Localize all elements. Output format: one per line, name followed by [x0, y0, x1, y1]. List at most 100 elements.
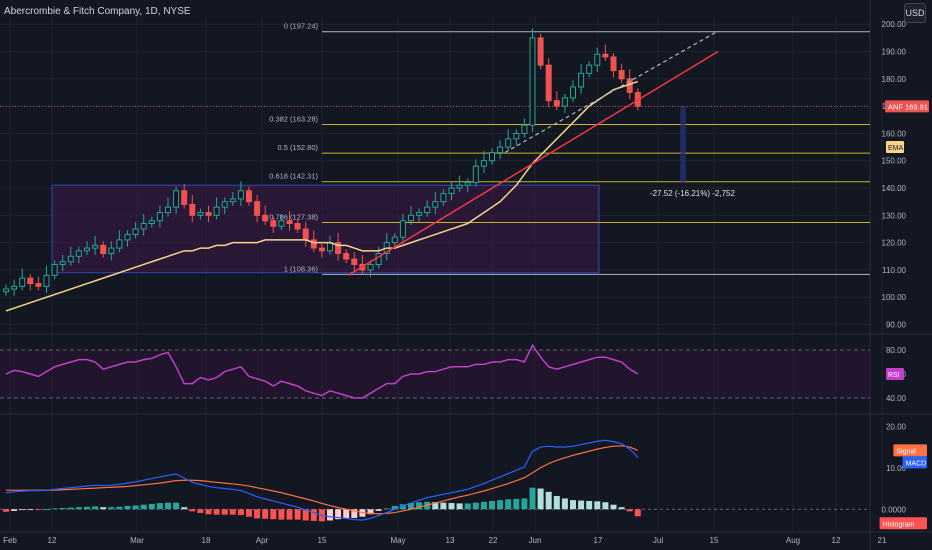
candle-body — [497, 146, 504, 154]
histogram-bar — [521, 498, 528, 510]
candle-body — [229, 198, 236, 203]
candles — [3, 28, 641, 296]
candle-body — [391, 236, 398, 244]
candle-body — [553, 100, 560, 107]
candle-body — [416, 212, 423, 216]
candle-body — [367, 263, 374, 271]
histogram-bar — [229, 509, 236, 515]
price-tick: 140.00 — [882, 184, 907, 193]
histogram-bar — [594, 501, 601, 510]
time-tick: Feb — [3, 536, 17, 545]
histogram-badge-text: Histogram — [883, 521, 915, 528]
time-tick: 12 — [48, 536, 57, 545]
fib-level-label: 0.382 (163.28) — [269, 114, 318, 123]
candle-body — [124, 233, 131, 241]
candle-body — [173, 190, 180, 208]
histogram-bar — [472, 502, 479, 510]
histogram-bar — [302, 509, 309, 521]
histogram-bar — [278, 509, 285, 520]
histogram-bar — [553, 495, 560, 510]
fib-level-label: 0.618 (142.31) — [269, 172, 318, 181]
histogram-bar — [35, 509, 42, 511]
trendline — [347, 50, 719, 277]
signal-badge-text: Signal — [896, 448, 916, 455]
candle-body — [561, 97, 568, 107]
histogram-bar — [440, 502, 447, 510]
candle-body — [448, 187, 455, 194]
candle-body — [432, 201, 439, 208]
time-tick: 22 — [489, 536, 498, 545]
histogram-bar — [408, 503, 414, 510]
macd-histogram — [3, 487, 641, 522]
anf-price-text: 169.91 — [905, 102, 928, 111]
price-tick: 180.00 — [882, 75, 907, 84]
time-tick: May — [390, 536, 405, 545]
candle-body — [456, 184, 463, 189]
histogram-bar — [246, 509, 252, 517]
candle-body — [262, 214, 269, 222]
candle-body — [43, 274, 50, 287]
histogram-bar — [351, 509, 358, 518]
candle-body — [489, 152, 495, 162]
candle-body — [148, 220, 155, 225]
histogram-bar — [456, 503, 463, 510]
candle-body — [472, 165, 479, 184]
histogram-bar — [432, 502, 439, 510]
histogram-bar — [399, 504, 406, 510]
histogram-bar — [165, 502, 171, 510]
histogram-bar — [116, 506, 123, 510]
currency-button[interactable]: USD — [904, 3, 926, 23]
candle-body — [335, 242, 342, 255]
histogram-bar — [181, 507, 188, 510]
macd-badge — [902, 456, 927, 469]
histogram-bar — [545, 491, 552, 510]
time-tick: 21 — [878, 536, 887, 545]
histogram-bar — [140, 504, 147, 510]
candle-body — [343, 253, 350, 260]
histogram-bar — [375, 509, 382, 511]
histogram-bar — [489, 500, 495, 510]
histogram-bar — [586, 500, 593, 510]
histogram-bar — [610, 504, 617, 510]
price-tick: 130.00 — [882, 211, 907, 220]
candle-body — [108, 247, 115, 255]
anf-price-badge: ANF 169.91 — [885, 100, 929, 113]
ema-badge — [886, 141, 904, 154]
histogram-bar — [75, 507, 82, 510]
candle-body — [602, 53, 609, 58]
candle-body — [302, 228, 309, 241]
histogram-bar — [67, 507, 74, 510]
histogram-bar — [391, 505, 398, 510]
candle-body — [318, 247, 325, 252]
candle-body — [513, 132, 520, 140]
candle-body — [189, 203, 196, 216]
time-tick: 18 — [202, 536, 211, 545]
macd-tick: 20.00 — [886, 422, 907, 431]
candle-body — [213, 206, 220, 216]
rsi-line — [5, 343, 639, 399]
candle-body — [92, 244, 99, 249]
price-tick: 90.00 — [886, 321, 907, 330]
candle-body — [286, 220, 293, 225]
histogram-bar — [27, 509, 34, 511]
price-tick: 190.00 — [882, 47, 907, 56]
histogram-bar — [3, 509, 9, 512]
histogram-bar — [448, 503, 455, 510]
histogram-bar — [561, 498, 568, 510]
candle-body — [578, 72, 585, 88]
candle-body — [100, 244, 107, 255]
histogram-bar — [578, 500, 585, 510]
macd-axis: 20.00 10.00 0.0000 — [882, 422, 907, 514]
histogram-bar — [602, 502, 609, 510]
histogram-bar — [383, 508, 390, 510]
candle-body — [570, 86, 576, 99]
histogram-bar — [148, 503, 155, 510]
candle-body — [586, 64, 593, 74]
candle-body — [464, 182, 471, 186]
histogram-bar — [618, 507, 625, 510]
candle-body — [132, 228, 139, 235]
time-tick: Jul — [653, 536, 663, 545]
time-tick: 17 — [594, 536, 603, 545]
dashed-channel-line — [504, 30, 719, 154]
